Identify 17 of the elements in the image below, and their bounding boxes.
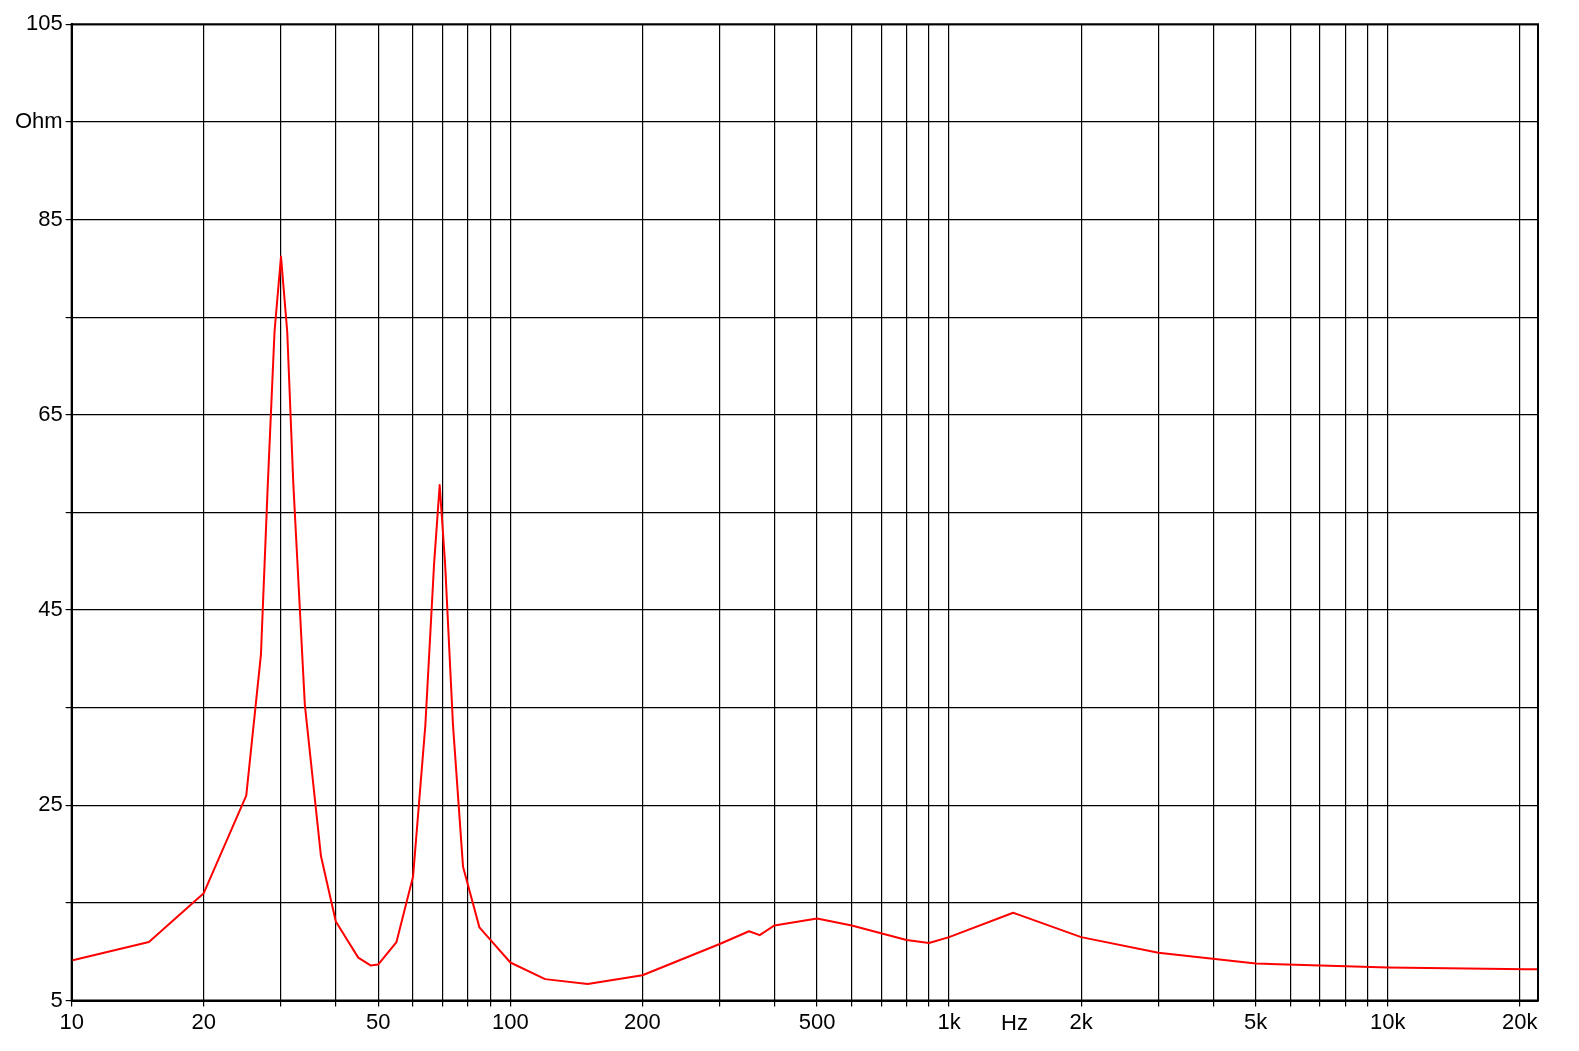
y-tick-label: 65	[38, 400, 63, 426]
x-tick-label: 50	[366, 1008, 391, 1034]
x-tick-label: 5k	[1244, 1008, 1269, 1034]
x-tick-label: 200	[624, 1008, 661, 1034]
y-tick-label: Ohm	[14, 107, 63, 133]
x-tick-label: 100	[492, 1008, 529, 1034]
x-tick-label: 1k	[937, 1008, 962, 1034]
x-axis-title: Hz	[1001, 1009, 1028, 1035]
y-tick-label: 105	[25, 10, 63, 36]
y-tick-label: 85	[38, 205, 63, 231]
x-tick-label: 20k	[1502, 1008, 1539, 1034]
x-tick-label: 20	[191, 1008, 216, 1034]
y-tick-label: 45	[38, 596, 63, 622]
x-tick-label: 10k	[1370, 1008, 1407, 1034]
x-tick-label: 2k	[1069, 1008, 1094, 1034]
x-tick-label: 500	[798, 1008, 836, 1034]
y-tick-label: 25	[38, 791, 63, 817]
